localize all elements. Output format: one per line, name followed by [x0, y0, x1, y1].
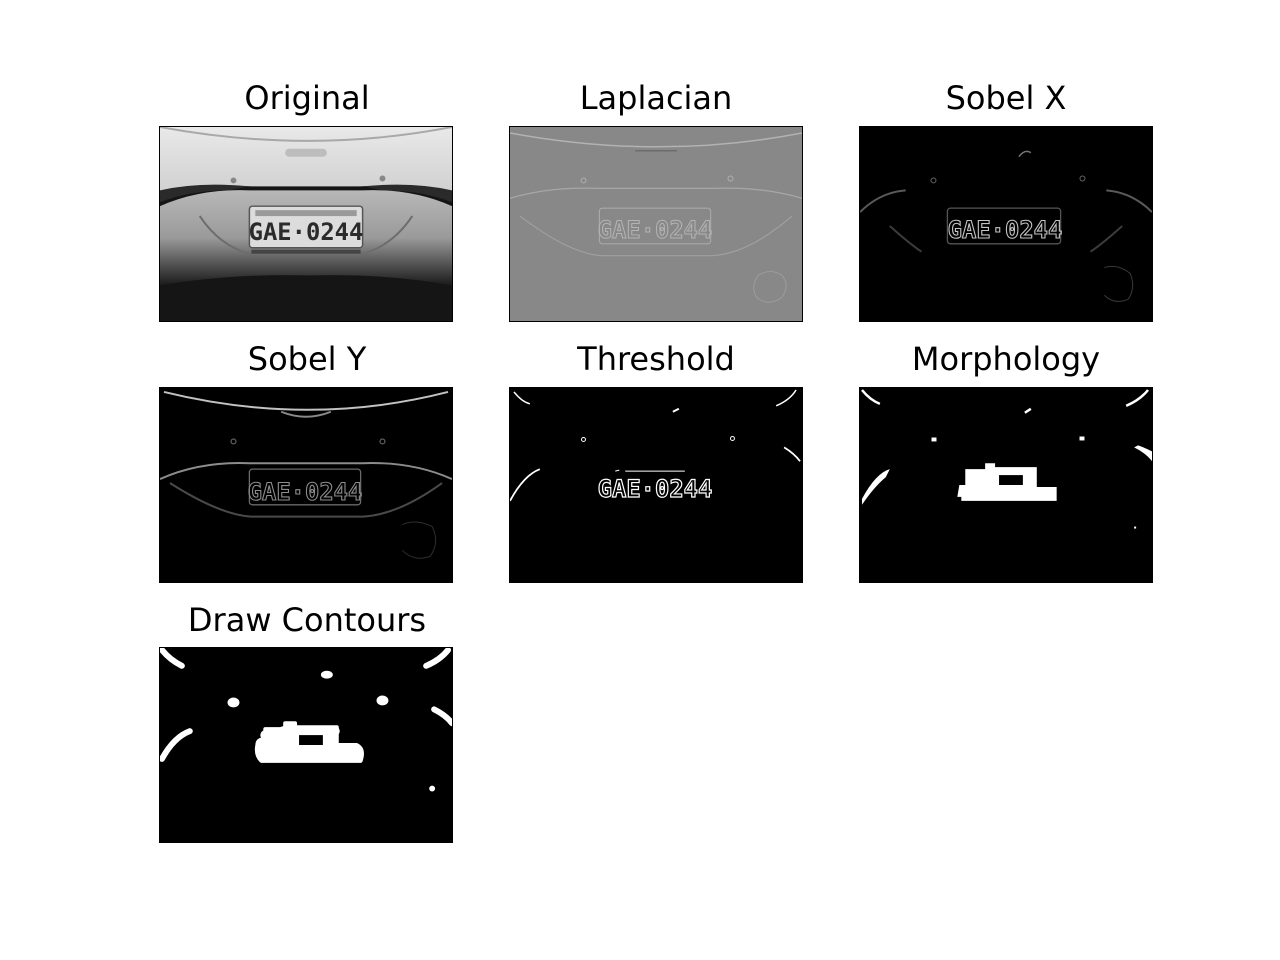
panel-title-morphology: Morphology: [911, 340, 1101, 378]
panel-title-draw-contours: Draw Contours: [187, 601, 427, 639]
threshold-plate-text: GAE·0244: [598, 475, 713, 503]
laplacian-image: GAE·0244: [510, 127, 802, 321]
sobel-y-plate-text: GAE·0244: [248, 478, 363, 506]
panel-sobel-y: GAE·0244: [159, 387, 453, 583]
panel-title-original: Original: [244, 79, 370, 117]
threshold-image: GAE·0244: [510, 388, 802, 582]
sobel-x-image: GAE·0244: [860, 127, 1152, 321]
laplacian-plate-text: GAE·0244: [598, 216, 713, 244]
panel-threshold: GAE·0244: [509, 387, 803, 583]
panel-title-sobel-y: Sobel Y: [247, 340, 367, 378]
panel-sobel-x: GAE·0244: [859, 126, 1153, 322]
panel-title-threshold: Threshold: [577, 340, 735, 378]
sobel-x-plate-text: GAE·0244: [948, 216, 1063, 244]
sobel-y-image: GAE·0244: [160, 388, 452, 582]
panel-title-sobel-x: Sobel X: [945, 79, 1067, 117]
original-image: GAE·0244: [160, 127, 452, 321]
panel-title-laplacian: Laplacian: [579, 79, 733, 117]
panel-draw-contours: [159, 647, 453, 843]
panel-morphology: [859, 387, 1153, 583]
draw-contours-image: [160, 648, 452, 842]
morphology-image: [860, 388, 1152, 582]
panel-original: GAE·0244: [159, 126, 453, 322]
panel-laplacian: GAE·0244: [509, 126, 803, 322]
original-plate-text: GAE·0244: [249, 218, 364, 246]
